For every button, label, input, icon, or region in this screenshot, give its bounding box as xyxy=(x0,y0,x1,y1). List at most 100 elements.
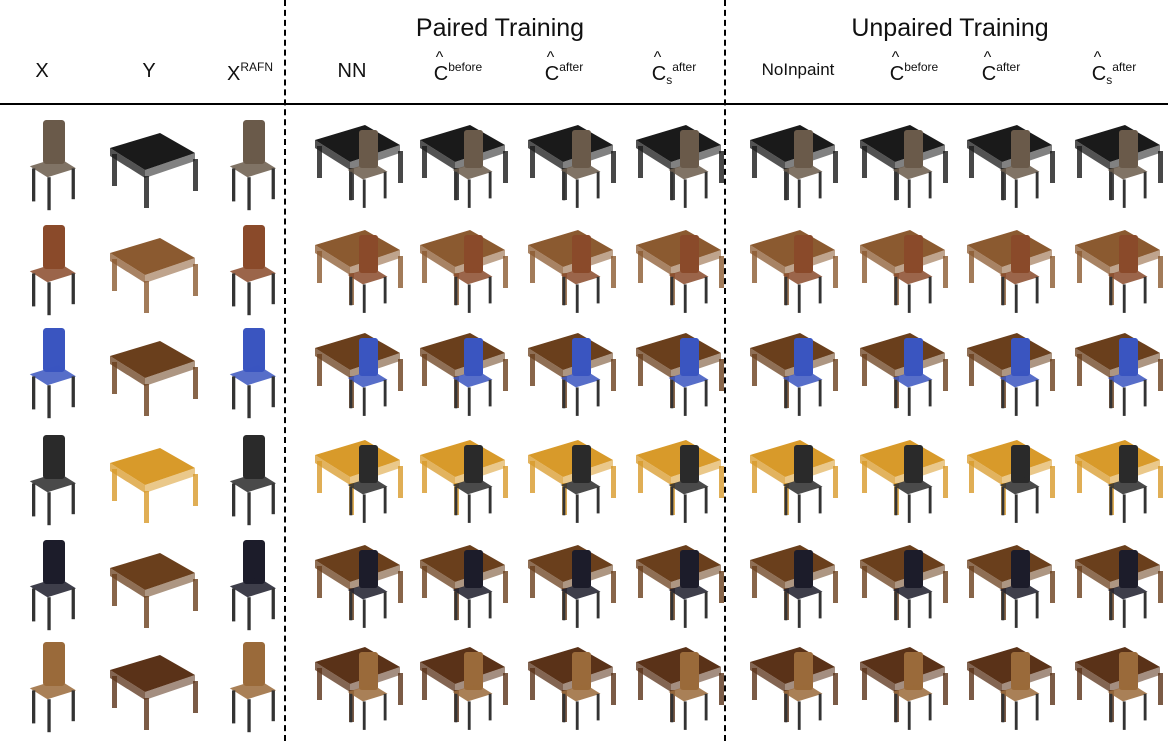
paired-training-title: Paired Training xyxy=(415,14,585,42)
thumbnail-unpaired-c-after xyxy=(952,425,1060,531)
thumbnail-unpaired-cs-after xyxy=(1060,530,1168,636)
furniture-render xyxy=(29,642,76,733)
furniture-render xyxy=(315,230,403,313)
thumbnail-x xyxy=(0,215,101,321)
c-hat-label: C xyxy=(1092,49,1106,86)
furniture-render xyxy=(29,120,76,211)
furniture-render xyxy=(420,125,508,208)
furniture-render xyxy=(636,333,724,416)
furniture-render xyxy=(636,545,724,628)
col-header-xrafn: XRAFN xyxy=(196,60,304,94)
col-y-label: Y xyxy=(142,60,156,82)
furniture-render xyxy=(1075,125,1163,208)
thumbnail-paired-c-after xyxy=(513,110,621,216)
thumbnail-xrafn xyxy=(193,632,301,738)
furniture-render xyxy=(1075,545,1163,628)
furniture-render xyxy=(860,440,948,523)
thumbnail-xrafn xyxy=(193,530,301,636)
thumbnail-y xyxy=(100,215,208,321)
thumbnail-unpaired-c-after xyxy=(952,110,1060,216)
furniture-render xyxy=(636,230,724,313)
furniture-render xyxy=(315,333,403,416)
c-hat-label: C xyxy=(434,49,448,86)
furniture-render xyxy=(967,545,1055,628)
col-nn-label: NN xyxy=(337,60,367,82)
furniture-render xyxy=(750,440,838,523)
before-sup: before xyxy=(448,60,483,74)
furniture-render xyxy=(1075,230,1163,313)
thumbnail-noinpaint xyxy=(735,215,843,321)
furniture-render xyxy=(229,642,276,733)
furniture-render xyxy=(420,647,508,730)
thumbnail-y xyxy=(100,318,208,424)
thumbnail-paired-c-after xyxy=(513,632,621,738)
col-header-x: X xyxy=(0,60,96,94)
thumbnail-y xyxy=(100,632,208,738)
furniture-render xyxy=(420,545,508,628)
furniture-render xyxy=(1075,333,1163,416)
thumbnail-paired-c-before xyxy=(405,318,513,424)
thumbnail-unpaired-c-after xyxy=(952,530,1060,636)
c-hat-label: C xyxy=(652,49,666,86)
thumbnail-unpaired-c-after xyxy=(952,632,1060,738)
furniture-render xyxy=(315,440,403,523)
thumbnail-xrafn xyxy=(193,318,301,424)
furniture-render xyxy=(110,655,198,730)
thumbnail-y xyxy=(100,530,208,636)
c-hat-label: C xyxy=(890,49,904,86)
thumbnail-unpaired-c-before xyxy=(845,530,953,636)
col-header-unpaired-c-before: Cbefore xyxy=(860,49,968,94)
thumbnail-xrafn xyxy=(193,215,301,321)
thumbnail-noinpaint xyxy=(735,632,843,738)
furniture-render xyxy=(420,230,508,313)
thumbnail-nn xyxy=(300,632,408,738)
thumbnail-noinpaint xyxy=(735,318,843,424)
thumbnail-x xyxy=(0,318,101,424)
thumbnail-paired-c-before xyxy=(405,110,513,216)
thumbnail-paired-cs-after xyxy=(621,632,729,738)
thumbnail-nn xyxy=(300,530,408,636)
thumbnail-nn xyxy=(300,425,408,531)
furniture-render xyxy=(315,545,403,628)
thumbnail-unpaired-cs-after xyxy=(1060,110,1168,216)
thumbnail-unpaired-c-after xyxy=(952,215,1060,321)
thumbnail-nn xyxy=(300,215,408,321)
thumbnail-paired-cs-after xyxy=(621,530,729,636)
thumbnail-paired-cs-after xyxy=(621,318,729,424)
furniture-render xyxy=(229,540,276,631)
c-hat-label: C xyxy=(982,49,996,86)
furniture-render xyxy=(420,333,508,416)
furniture-render xyxy=(967,333,1055,416)
furniture-render xyxy=(750,545,838,628)
thumbnail-unpaired-cs-after xyxy=(1060,318,1168,424)
thumbnail-unpaired-c-after xyxy=(952,318,1060,424)
furniture-render xyxy=(750,333,838,416)
col-header-paired-c-after: Cafter xyxy=(510,49,618,94)
furniture-render xyxy=(528,440,616,523)
furniture-render xyxy=(636,440,724,523)
thumbnail-y xyxy=(100,425,208,531)
thumbnail-paired-c-after xyxy=(513,318,621,424)
col-header-paired-c-before: Cbefore xyxy=(404,49,512,94)
thumbnail-noinpaint xyxy=(735,530,843,636)
col-header-y: Y xyxy=(95,60,203,94)
after-sup: after xyxy=(559,60,584,74)
dashed-divider-left xyxy=(284,0,286,741)
thumbnail-unpaired-c-before xyxy=(845,318,953,424)
thumbnail-paired-cs-after xyxy=(621,110,729,216)
col-header-paired-cs-after: Csafter xyxy=(620,49,728,94)
furniture-render xyxy=(420,440,508,523)
furniture-render xyxy=(967,125,1055,208)
furniture-render xyxy=(1075,647,1163,730)
thumbnail-x xyxy=(0,110,101,216)
thumbnail-x xyxy=(0,530,101,636)
furniture-render xyxy=(229,328,276,419)
thumbnail-unpaired-cs-after xyxy=(1060,632,1168,738)
after-sup: after xyxy=(672,60,697,74)
thumbnail-nn xyxy=(300,318,408,424)
furniture-render xyxy=(110,553,198,628)
unpaired-training-title: Unpaired Training xyxy=(851,14,1049,42)
thumbnail-paired-c-before xyxy=(405,632,513,738)
thumbnail-paired-c-before xyxy=(405,425,513,531)
furniture-render xyxy=(967,647,1055,730)
